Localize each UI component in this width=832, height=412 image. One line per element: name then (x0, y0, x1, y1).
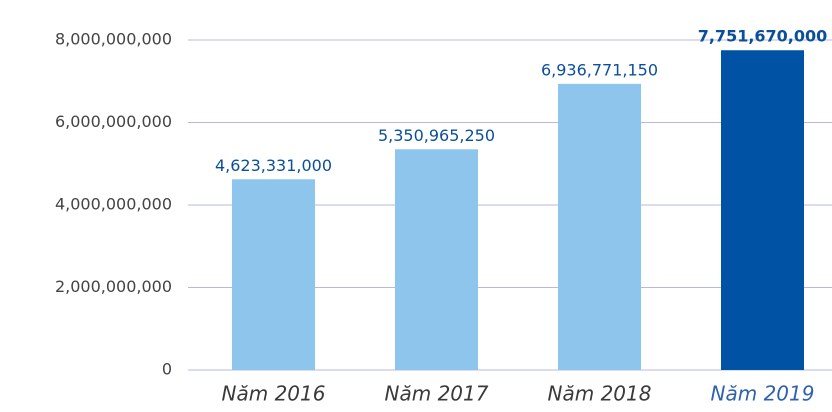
y-tick-label: 8,000,000,000 (55, 30, 172, 49)
x-tick-label: Năm 2019 (711, 382, 815, 406)
bar (232, 179, 315, 370)
y-tick-label: 4,000,000,000 (55, 195, 172, 214)
value-label: 5,350,965,250 (378, 126, 495, 145)
value-label: 7,751,670,000 (698, 27, 828, 46)
bar (558, 83, 641, 371)
bar (721, 50, 804, 370)
y-tick-label: 6,000,000,000 (55, 112, 172, 131)
bar (395, 149, 478, 370)
value-label: 6,936,771,150 (541, 60, 658, 79)
y-tick-label: 0 (162, 360, 172, 379)
value-label: 4,623,331,000 (215, 156, 332, 175)
x-tick-label: Năm 2018 (548, 382, 652, 406)
y-tick-label: 2,000,000,000 (55, 277, 172, 296)
x-tick-label: Năm 2016 (222, 382, 326, 406)
x-tick-label: Năm 2017 (385, 382, 489, 406)
